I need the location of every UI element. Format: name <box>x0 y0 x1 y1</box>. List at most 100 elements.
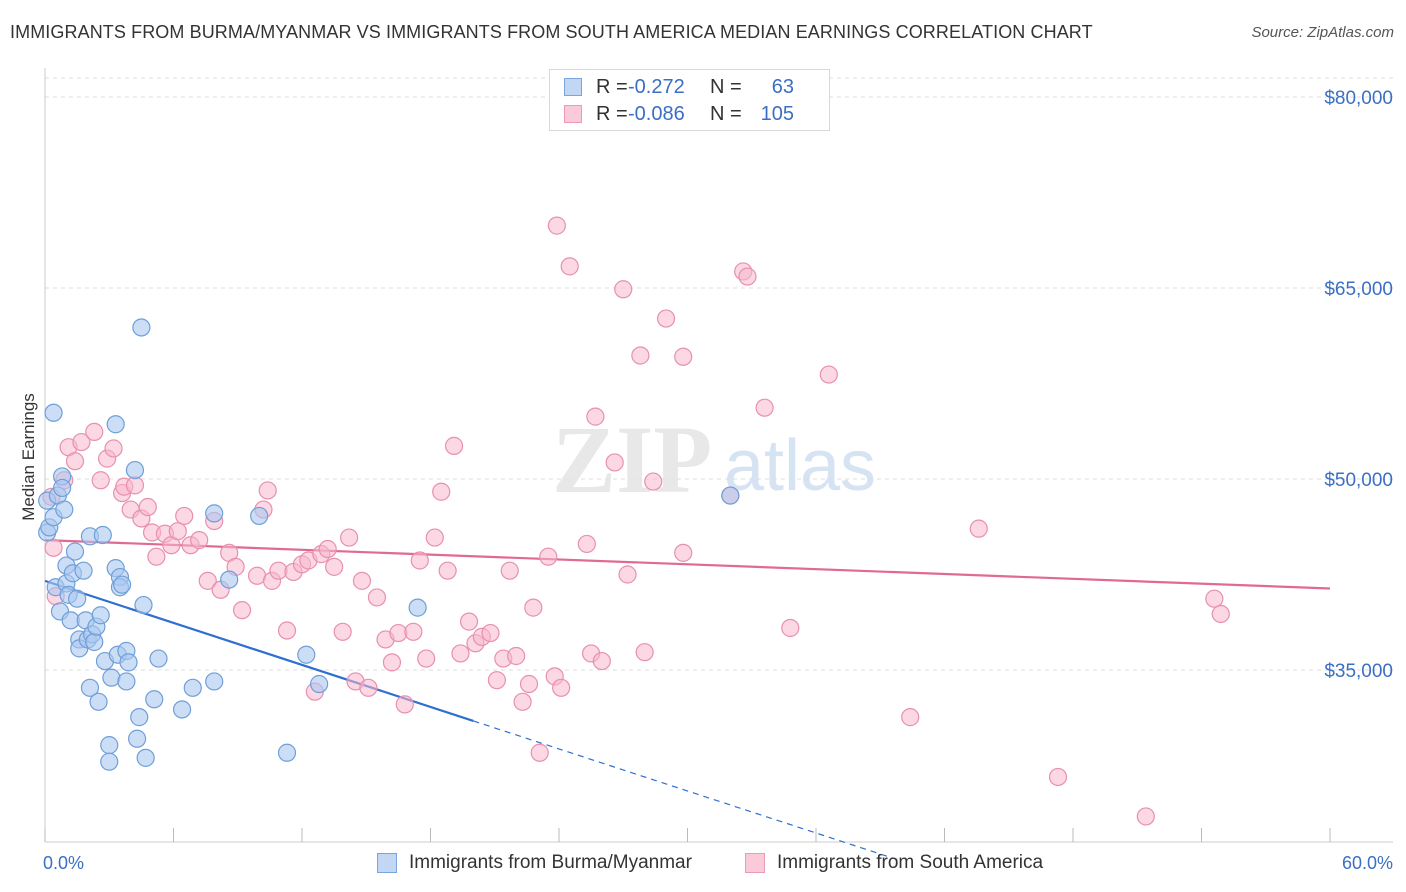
series-legend-burma: Immigrants from Burma/Myanmar <box>377 852 692 874</box>
data-point-south-america <box>481 623 500 643</box>
series-legend: Immigrants from Burma/Myanmar Immigrants… <box>0 852 1406 878</box>
data-point-burma <box>205 672 224 691</box>
data-point-burma <box>80 678 100 697</box>
data-point-burma <box>250 506 269 526</box>
data-point-south-america <box>190 531 209 550</box>
trend-line-south-america <box>44 539 1331 590</box>
stats-legend: R = -0.272 N = 63 R = -0.086 N = 105 <box>549 69 830 131</box>
data-point-south-america <box>395 695 414 714</box>
watermark: ZIP atlas <box>552 406 876 513</box>
data-point-burma <box>205 504 224 523</box>
watermark-zip: ZIP <box>552 406 712 513</box>
data-point-burma <box>277 743 297 762</box>
data-point-burma <box>408 598 427 617</box>
series-label-burma: Immigrants from Burma/Myanmar <box>409 852 692 873</box>
legend-swatch-burma <box>564 78 582 96</box>
data-point-south-america <box>592 651 611 671</box>
data-point-burma <box>149 649 168 668</box>
data-point-burma <box>220 570 239 589</box>
data-point-south-america <box>1211 604 1230 624</box>
data-point-south-america <box>618 565 637 584</box>
data-point-south-america <box>552 678 571 697</box>
data-point-burma <box>85 632 104 652</box>
series-legend-south-america: Immigrants from South America <box>745 852 1043 874</box>
data-point-south-america <box>232 601 252 620</box>
legend-swatch-south-america <box>564 105 582 123</box>
data-point-south-america <box>451 644 470 663</box>
legend-r-value: -0.272 <box>628 75 685 98</box>
data-point-burma <box>106 415 125 434</box>
series-label-south-america: Immigrants from South America <box>777 852 1044 873</box>
data-point-burma <box>89 692 108 711</box>
data-point-burma <box>132 318 151 337</box>
data-point-south-america <box>969 519 988 538</box>
data-point-burma <box>130 708 149 727</box>
legend-r-label: R = <box>596 102 628 125</box>
data-point-south-america <box>438 561 457 580</box>
data-point-south-america <box>781 618 800 638</box>
data-point-south-america <box>72 432 91 452</box>
data-point-south-america <box>614 280 633 299</box>
data-point-burma <box>172 700 192 719</box>
data-point-south-america <box>513 692 532 711</box>
data-point-south-america <box>635 643 654 662</box>
data-point-south-america <box>560 257 579 276</box>
data-point-south-america <box>500 561 519 580</box>
trend-south-america <box>44 539 1331 590</box>
data-point-south-america <box>644 472 663 491</box>
data-point-south-america <box>277 621 297 640</box>
data-point-south-america <box>631 346 650 365</box>
data-point-burma <box>55 500 74 519</box>
data-point-south-america <box>539 547 558 566</box>
data-point-burma <box>53 478 72 498</box>
data-point-south-america <box>65 452 85 471</box>
data-point-burma <box>127 729 147 748</box>
series-swatch-south-america <box>745 853 765 873</box>
chart-title: IMMIGRANTS FROM BURMA/MYANMAR VS IMMIGRA… <box>10 22 1093 42</box>
x-tick-label-min: 0.0% <box>43 853 84 873</box>
data-point-south-america <box>530 743 549 762</box>
data-point-burma <box>134 595 153 615</box>
legend-row-south-america: R = -0.086 N = 105 <box>564 102 794 126</box>
data-point-south-america <box>459 612 479 631</box>
data-point-south-america <box>138 497 157 517</box>
data-point-south-america <box>269 561 288 580</box>
points-south-america <box>42 216 1230 826</box>
data-point-south-america <box>674 543 693 562</box>
legend-n-value: 63 <box>771 75 794 98</box>
data-point-burma <box>145 690 164 709</box>
data-point-south-america <box>1205 589 1224 608</box>
data-point-burma <box>297 645 316 664</box>
x-tick-label-max: 60.0% <box>1342 853 1393 873</box>
legend-r-label: R = <box>596 75 628 98</box>
data-point-south-america <box>656 309 676 328</box>
data-point-south-america <box>352 571 372 590</box>
data-point-burma <box>310 674 329 694</box>
data-point-south-america <box>444 436 464 455</box>
data-point-south-america <box>389 623 408 643</box>
data-point-south-america <box>318 539 337 559</box>
data-point-south-america <box>577 534 596 554</box>
data-point-burma <box>44 403 63 422</box>
data-point-burma <box>183 678 202 697</box>
data-point-south-america <box>404 622 423 641</box>
data-point-south-america <box>147 547 166 566</box>
y-axis-label: Median Earnings <box>19 393 38 521</box>
data-point-south-america <box>333 622 352 641</box>
data-point-south-america <box>1136 807 1155 826</box>
data-point-south-america <box>901 708 920 727</box>
data-point-south-america <box>755 398 774 417</box>
data-point-south-america <box>104 439 123 458</box>
data-point-south-america <box>91 471 110 490</box>
y-tick-label: $50,000 <box>1324 470 1393 491</box>
data-point-south-america <box>425 528 444 547</box>
data-point-south-america <box>168 522 187 541</box>
data-point-south-america <box>198 571 217 590</box>
data-point-south-america <box>674 347 693 366</box>
data-point-south-america <box>586 407 605 426</box>
data-point-south-america <box>524 598 543 617</box>
data-point-south-america <box>359 678 378 697</box>
data-point-south-america <box>258 481 277 500</box>
data-point-south-america <box>432 482 451 501</box>
